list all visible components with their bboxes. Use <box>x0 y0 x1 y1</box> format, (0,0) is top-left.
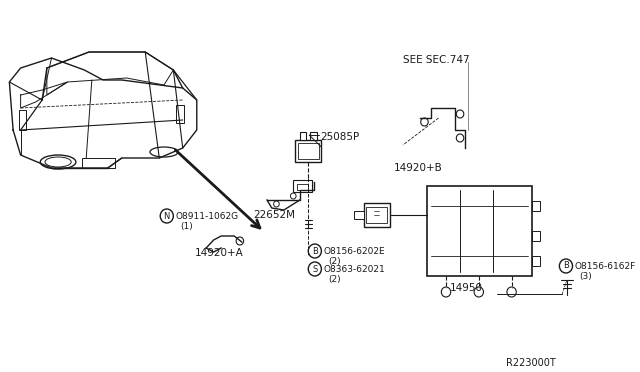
Text: (3): (3) <box>579 272 592 281</box>
Bar <box>364 203 390 227</box>
Bar <box>19 110 26 130</box>
Text: O8363-62021: O8363-62021 <box>323 265 385 274</box>
Text: B: B <box>312 247 318 256</box>
Ellipse shape <box>150 147 178 157</box>
Ellipse shape <box>40 155 76 169</box>
Bar <box>297 184 308 190</box>
Bar <box>83 158 115 168</box>
Bar <box>532 201 540 211</box>
Text: O8156-6162F: O8156-6162F <box>574 262 636 271</box>
Bar <box>428 186 532 276</box>
Text: 22652M: 22652M <box>253 210 295 220</box>
Ellipse shape <box>45 157 71 167</box>
Text: B: B <box>563 262 569 270</box>
Text: (2): (2) <box>328 275 340 284</box>
Text: O8156-6202E: O8156-6202E <box>323 247 385 256</box>
Bar <box>300 132 307 140</box>
Bar <box>298 143 319 159</box>
Text: SEE SEC.747: SEE SEC.747 <box>403 55 470 65</box>
Bar <box>293 180 312 192</box>
Bar <box>532 256 540 266</box>
Text: 14950: 14950 <box>450 283 483 293</box>
Bar <box>295 140 321 162</box>
Bar <box>532 231 540 241</box>
Text: O8911-1062G: O8911-1062G <box>175 212 238 221</box>
Text: 25085P: 25085P <box>321 132 360 142</box>
Bar <box>354 211 364 219</box>
Text: (2): (2) <box>328 257 340 266</box>
Text: 14920+B: 14920+B <box>394 163 442 173</box>
Text: R223000T: R223000T <box>506 358 556 368</box>
Text: N: N <box>164 212 170 221</box>
Text: (1): (1) <box>180 222 193 231</box>
Text: 14920+A: 14920+A <box>195 248 244 258</box>
Bar <box>366 207 387 223</box>
Bar <box>176 105 184 123</box>
Text: S: S <box>312 264 317 273</box>
Bar <box>310 132 317 140</box>
